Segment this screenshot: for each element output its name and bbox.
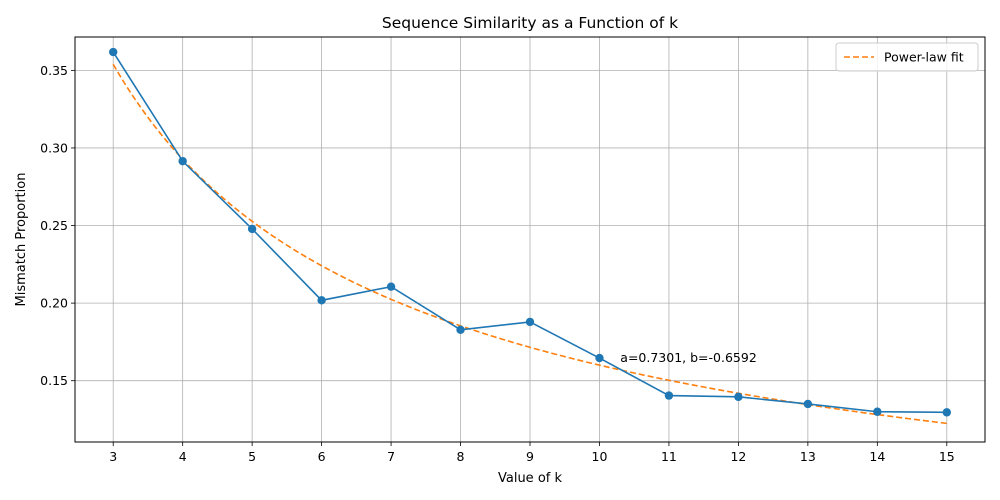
x-tick-label: 12 bbox=[730, 449, 746, 464]
data-point bbox=[525, 317, 535, 327]
data-point bbox=[803, 399, 813, 409]
y-ticks: 0.15 0.20 0.25 0.30 0.35 bbox=[40, 63, 75, 388]
grid bbox=[75, 37, 985, 442]
data-point bbox=[734, 392, 743, 402]
x-tick-label: 9 bbox=[526, 449, 534, 464]
x-tick-label: 13 bbox=[800, 449, 816, 464]
data-point bbox=[109, 47, 118, 57]
y-tick-label: 0.25 bbox=[40, 218, 68, 233]
y-tick-label: 0.35 bbox=[40, 63, 68, 78]
x-ticks: 3 4 5 6 7 8 9 10 11 12 13 14 15 bbox=[109, 442, 955, 464]
data-point bbox=[456, 325, 465, 335]
legend: Power-law fit bbox=[835, 42, 979, 72]
x-tick-label: 10 bbox=[592, 449, 608, 464]
x-tick-label: 11 bbox=[661, 449, 677, 464]
x-tick-label: 5 bbox=[248, 449, 256, 464]
y-tick-label: 0.15 bbox=[40, 373, 68, 388]
y-tick-label: 0.20 bbox=[40, 296, 68, 311]
data-point bbox=[178, 156, 187, 166]
legend-box bbox=[835, 42, 979, 72]
legend-label-power-law-fit: Power-law fit bbox=[884, 50, 964, 65]
x-axis-label: Value of k bbox=[498, 471, 562, 486]
fit-annotation: a=0.7301, b=-0.6592 bbox=[620, 350, 756, 365]
x-tick-label: 8 bbox=[457, 449, 465, 464]
data-point bbox=[317, 296, 326, 305]
x-tick-label: 3 bbox=[109, 449, 117, 464]
y-tick-label: 0.30 bbox=[40, 140, 68, 155]
y-axis-label: Mismatch Proportion bbox=[14, 173, 29, 307]
x-tick-label: 6 bbox=[318, 449, 326, 464]
x-tick-label: 4 bbox=[179, 449, 187, 464]
data-point bbox=[595, 353, 604, 363]
data-point bbox=[247, 224, 257, 234]
data-point bbox=[873, 407, 882, 416]
x-tick-label: 14 bbox=[869, 449, 885, 464]
data-layer bbox=[109, 47, 951, 417]
data-point bbox=[664, 391, 674, 400]
x-tick-label: 15 bbox=[939, 449, 955, 464]
data-point bbox=[942, 408, 951, 417]
data-point bbox=[386, 282, 396, 291]
chart-title: Sequence Similarity as a Function of k bbox=[382, 14, 678, 32]
x-tick-label: 7 bbox=[387, 449, 395, 464]
